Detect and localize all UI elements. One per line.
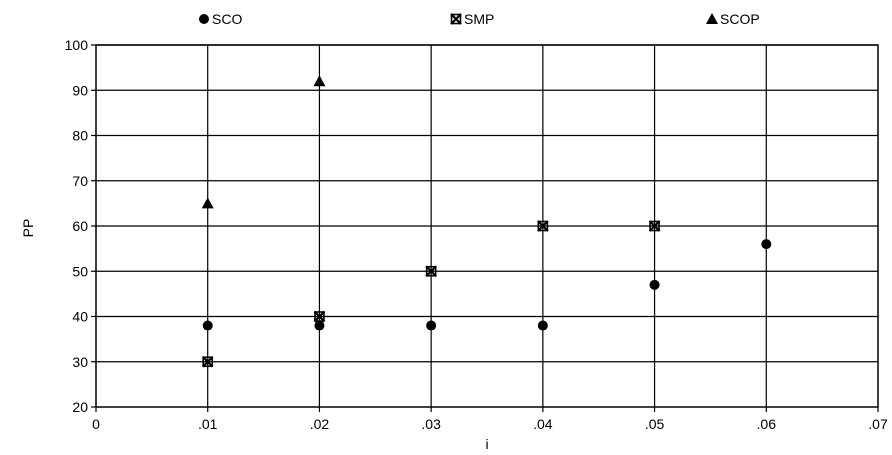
sco-point [202, 320, 213, 331]
x-axis-label: i [485, 436, 488, 452]
sco-point [314, 320, 325, 331]
scop-legend-label: SCOP [720, 11, 760, 27]
smp-legend-marker-box [450, 13, 462, 25]
y-tick-label: 80 [72, 128, 88, 144]
smp-point [313, 310, 326, 323]
x-tick-label: .02 [310, 416, 330, 432]
sco-point [649, 279, 660, 290]
x-tick-label: .04 [533, 416, 553, 432]
sco-legend-label: SCO [212, 11, 242, 27]
x-tick-label: .05 [645, 416, 665, 432]
smp-point [201, 355, 214, 368]
smp-legend-label: SMP [464, 11, 494, 27]
smp-point-box [649, 220, 660, 232]
smp-point-box [425, 265, 437, 277]
smp-point-stroke [537, 220, 549, 232]
sco-point [761, 239, 772, 250]
smp-point [648, 220, 661, 232]
y-axis-label: PP [20, 219, 36, 238]
smp-point-stroke [425, 265, 437, 278]
x-tick-label: .03 [421, 416, 441, 432]
scop-point [313, 75, 326, 87]
scop-point [201, 197, 214, 209]
smp-point-stroke [201, 355, 214, 368]
y-tick-label: 20 [72, 399, 88, 415]
x-tick-label: .07 [868, 416, 888, 432]
plot-frame [95, 44, 879, 408]
tick-labels: 20 30 40 50 60 70 80 90 100 0 .01 .02 .03 .04 .05 .06 .0… [65, 37, 888, 432]
y-tick-label: 70 [72, 173, 88, 189]
x-tick-label: .01 [198, 416, 218, 432]
y-tick-label: 90 [72, 82, 88, 98]
x-tick-label: .06 [757, 416, 777, 432]
sco-point [537, 320, 548, 331]
sco-legend-marker [199, 14, 209, 24]
smp-point-box [202, 356, 214, 368]
smp-point-stroke [648, 220, 661, 232]
y-tick-label: 60 [72, 218, 88, 234]
smp-legend-marker-stroke [450, 13, 462, 25]
smp-legend-marker [450, 13, 462, 25]
smp-point-box [314, 311, 325, 322]
sco-point [426, 320, 437, 331]
smp-point [425, 265, 437, 278]
y-tick-label: 40 [72, 309, 88, 325]
data-points [201, 75, 772, 368]
grid-lines [96, 44, 878, 407]
legend: SCO SMP SCOP [199, 11, 760, 27]
y-tick-label: 30 [72, 354, 88, 370]
smp-point [537, 220, 549, 232]
axes [91, 44, 879, 412]
scop-legend-marker [706, 13, 718, 24]
y-tick-label: 100 [65, 37, 89, 53]
x-tick-label: 0 [92, 416, 100, 432]
smp-point-box [537, 220, 549, 232]
smp-point-stroke [313, 310, 326, 323]
y-tick-label: 50 [72, 263, 88, 279]
